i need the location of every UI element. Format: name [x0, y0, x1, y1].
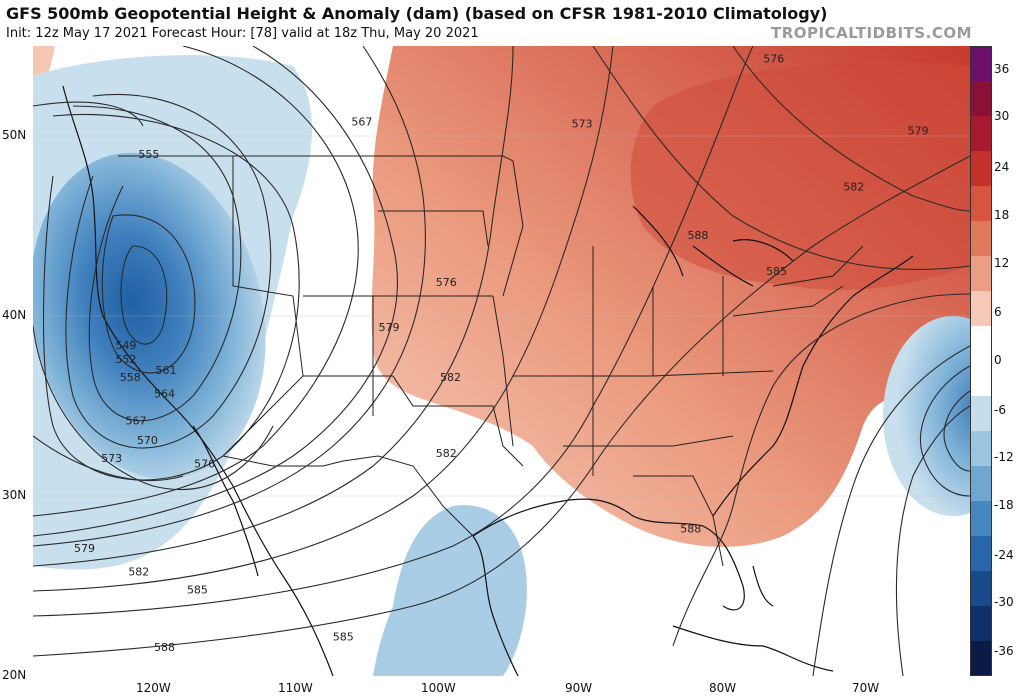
contour-label: 588 — [154, 641, 175, 654]
contour-label: 579 — [908, 125, 929, 138]
colorbar-label: 18 — [994, 208, 1010, 222]
chart-subtitle: Init: 12z May 17 2021 Forecast Hour: [78… — [6, 26, 479, 41]
colorbar-swatch — [970, 46, 992, 82]
colorbar-label: 6 — [994, 305, 1002, 319]
contour-label: 585 — [333, 630, 354, 643]
gulf-negative-anomaly — [373, 505, 527, 676]
longitude-label: 90W — [565, 681, 593, 695]
contour-label: 564 — [154, 387, 175, 400]
colorbar-label: -24 — [994, 548, 1014, 562]
colorbar-swatch — [970, 116, 992, 152]
colorbar-label: 0 — [994, 353, 1002, 367]
contour-label: 585 — [766, 265, 787, 278]
contour-label: 585 — [187, 584, 208, 597]
colorbar-label: -18 — [994, 498, 1014, 512]
graticule — [33, 135, 970, 497]
colorbar-swatch — [970, 466, 992, 502]
strong-positive-anomaly-core — [630, 62, 970, 290]
contour-label: 567 — [351, 116, 372, 129]
atlantic-low — [883, 316, 970, 516]
contour-label: 588 — [680, 522, 701, 535]
contour-label: 555 — [138, 148, 159, 161]
colorbar-label: -36 — [994, 644, 1014, 658]
colorbar-swatch — [970, 361, 992, 397]
contour-label: 576 — [436, 276, 457, 289]
contour-label: 552 — [115, 353, 136, 366]
contour-label: 567 — [125, 414, 146, 427]
colorbar-swatch — [970, 326, 992, 362]
brand-watermark: TROPICALTIDBITS.COM — [771, 24, 972, 42]
contour-label: 579 — [74, 542, 95, 555]
colorbar-swatch — [970, 81, 992, 117]
longitude-label: 110W — [278, 681, 313, 695]
colorbar-label: 12 — [994, 256, 1010, 270]
longitude-label: 120W — [136, 681, 171, 695]
contour-label: 558 — [120, 371, 141, 384]
colorbar-label: 30 — [994, 109, 1010, 123]
contour-label: 570 — [137, 434, 158, 447]
colorbar-swatch — [970, 291, 992, 327]
contour-label: 573 — [101, 452, 122, 465]
contour-label: 573 — [572, 117, 593, 130]
contour-label: 588 — [687, 229, 708, 242]
anomaly-colorbar — [970, 46, 992, 676]
contour-label: 576 — [194, 458, 215, 471]
contour-label: 561 — [155, 364, 176, 377]
latitude-label: 50N — [2, 128, 27, 142]
colorbar-swatch — [970, 536, 992, 572]
latitude-label: 40N — [2, 308, 27, 322]
colorbar-swatch — [970, 606, 992, 642]
longitude-label: 70W — [852, 681, 880, 695]
colorbar-swatch — [970, 431, 992, 467]
chart-title: GFS 500mb Geopotential Height & Anomaly … — [6, 4, 828, 23]
contour-label: 549 — [115, 339, 136, 352]
political-borders — [118, 155, 864, 567]
colorbar-swatch — [970, 501, 992, 537]
longitude-label: 80W — [709, 681, 737, 695]
contour-label: 582 — [436, 447, 457, 460]
contour-label: 579 — [379, 321, 400, 334]
colorbar-label: 36 — [994, 62, 1010, 76]
colorbar-label: -12 — [994, 450, 1014, 464]
colorbar-label: 24 — [994, 160, 1010, 174]
colorbar-label: -6 — [994, 403, 1006, 417]
colorbar-swatch — [970, 221, 992, 257]
colorbar-swatch — [970, 256, 992, 292]
colorbar-swatch — [970, 186, 992, 222]
colorbar-swatch — [970, 151, 992, 187]
colorbar-swatch — [970, 641, 992, 676]
contour-label: 576 — [763, 53, 784, 66]
longitude-label: 100W — [421, 681, 456, 695]
colorbar-label: -30 — [994, 595, 1014, 609]
contour-label: 582 — [843, 180, 864, 193]
latitude-label: 20N — [2, 668, 27, 682]
height-contours — [33, 46, 970, 676]
latitude-label: 30N — [2, 488, 27, 502]
contour-label: 582 — [440, 371, 461, 384]
coastlines — [62, 85, 914, 676]
colorbar-swatch — [970, 571, 992, 607]
contour-label: 582 — [128, 566, 149, 579]
colorbar-swatch — [970, 396, 992, 432]
